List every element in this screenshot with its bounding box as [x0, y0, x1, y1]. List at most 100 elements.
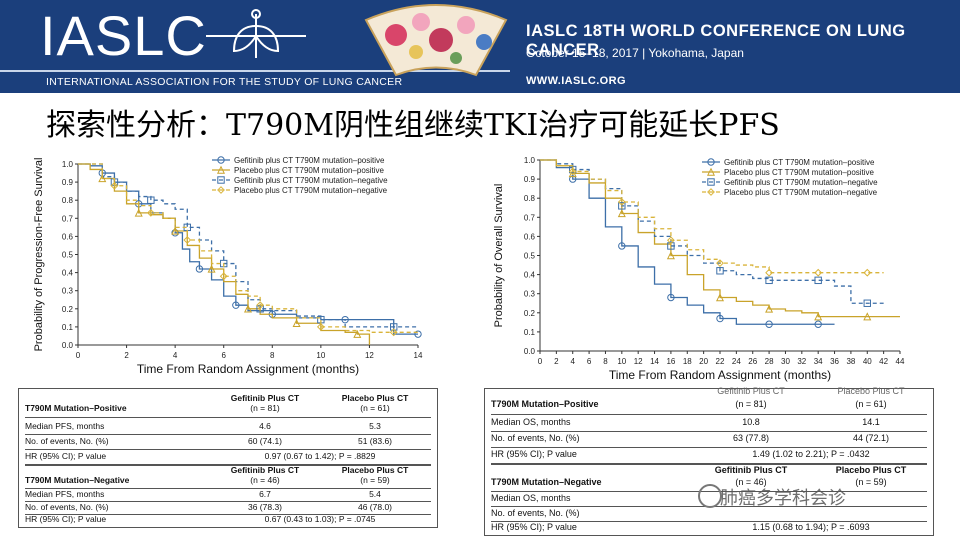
row-label: No. of events, No. (%): [25, 436, 109, 446]
col-n-gefitinib-neg: (n = 46): [735, 477, 767, 487]
x-tick-label: 2: [124, 351, 129, 360]
censor-mark: [765, 320, 773, 328]
x-tick-label: 22: [716, 357, 725, 366]
x-tick-label: 34: [814, 357, 823, 366]
censor-mark: [863, 299, 871, 307]
y-tick-label: 0.5: [62, 251, 74, 260]
hr-label: HR (95% CI); P value: [25, 451, 107, 461]
y-tick-label: 0.7: [62, 214, 74, 223]
censor-mark: [110, 181, 119, 190]
censor-mark: [814, 312, 823, 321]
legend-marker: [707, 158, 715, 166]
y-tick-label: 0.3: [524, 290, 536, 299]
y-tick-label: 0.8: [62, 196, 74, 205]
hr-label: HR (95% CI); P value: [491, 449, 577, 459]
lung-emblem-icon: [206, 9, 306, 58]
y-tick-label: 0.5: [524, 252, 536, 261]
watermark-text: 肺癌多学科会诊: [720, 488, 846, 509]
censor-mark: [134, 208, 143, 217]
col-n-placebo-pos: (n = 61): [855, 399, 887, 409]
y-tick-label: 0.4: [524, 271, 536, 280]
pfs-kaplan-meier-chart: 0.0 0.1 0.2 0.3 0.4 0.5 0.6 0.7 0.8 0.9 1.0 0 2 4 6 8 10…: [33, 156, 423, 376]
y-axis-label: Probability of Overall Survival: [493, 184, 505, 328]
censor-mark: [765, 268, 773, 277]
x-tick-label: 0: [538, 357, 543, 366]
censor-mark: [814, 268, 823, 277]
censor-mark: [716, 259, 724, 268]
y-tick-label: 0.3: [62, 287, 74, 296]
censor-mark: [414, 330, 422, 338]
row-value: 36 (78.3): [247, 502, 283, 512]
y-tick-label: 0.1: [62, 323, 74, 332]
censor-mark: [147, 196, 155, 204]
censor-mark: [207, 264, 216, 273]
x-tick-label: 10: [316, 351, 325, 360]
legend-marker: [707, 188, 715, 196]
y-axis-label: Probability of Progression-Free Survival: [33, 158, 45, 352]
row-value: 46 (78.0): [357, 502, 393, 512]
positive-heading: T790M Mutation–Positive: [491, 399, 599, 409]
y-tick-label: 0.9: [62, 178, 74, 187]
legend-label: Gefitinib plus CT T790M mutation–positiv…: [234, 156, 385, 165]
col-header-placebo-pos: Placebo Plus CT: [341, 393, 409, 403]
legend-label: Gefitinib plus CT T790M mutation–negativ…: [724, 178, 878, 187]
slide-title: 探索性分析：T790M阴性组继续TKI治疗可能延长PFS: [46, 108, 780, 143]
censor-mark: [618, 202, 626, 210]
row-value: 6.7: [259, 489, 271, 499]
y-tick-label: 1.0: [524, 156, 536, 165]
censor-mark: [716, 314, 724, 323]
x-tick-label: 16: [666, 357, 675, 366]
conference-dates: October 15–18, 2017 | Yokohama, Japan: [526, 46, 744, 60]
x-tick-label: 8: [603, 357, 608, 366]
os-kaplan-meier-chart: 0.00.10.20.30.40.50.60.70.80.91.00 2 4 6 8 10…: [493, 156, 905, 382]
legend-marker: [217, 176, 225, 184]
censor-mark: [568, 167, 577, 176]
row-label: No. of events, No. (%): [491, 433, 580, 443]
series-line: [540, 159, 884, 274]
censor-mark: [617, 198, 626, 206]
y-tick-label: 0.0: [62, 341, 74, 350]
legend-marker: [706, 167, 716, 176]
x-tick-label: 4: [571, 357, 576, 366]
negative-heading: T790M Mutation–Negative: [25, 475, 130, 485]
legend-marker: [217, 186, 225, 194]
hr-label: HR (95% CI); P value: [491, 522, 577, 532]
org-name: INTERNATIONAL ASSOCIATION FOR THE STUDY …: [46, 76, 403, 88]
censor-mark: [316, 322, 325, 331]
y-tick-label: 0.2: [62, 305, 74, 314]
x-tick-label: 8: [270, 351, 275, 360]
censor-mark: [863, 268, 872, 277]
os-results-table: Gefitinib Plus CT Placebo Plus CT T790M …: [484, 386, 934, 536]
legend-label: Placebo plus CT T790M mutation–negative: [234, 186, 388, 195]
censor-mark: [171, 226, 180, 235]
x-tick-label: 32: [797, 357, 806, 366]
y-tick-label: 0.6: [524, 232, 536, 241]
censor-mark: [617, 209, 626, 218]
censor-mark: [667, 293, 675, 302]
pfs-results-table: Gefitinib Plus CT Placebo Plus CT T790M …: [18, 388, 438, 528]
series-line: [540, 159, 900, 318]
legend-label: Gefitinib plus CT T790M mutation–positiv…: [724, 158, 875, 167]
iaslc-logo-text: IASLC: [40, 4, 207, 67]
censor-mark: [667, 236, 675, 245]
hr-value: 1.15 (0.68 to 1.94); P = .6093: [752, 522, 870, 532]
row-label: Median OS, months: [491, 493, 571, 503]
x-tick-label: 4: [173, 351, 178, 360]
col-n-placebo-neg: (n = 59): [855, 477, 887, 487]
row-value: 10.8: [742, 417, 760, 427]
y-tick-label: 0.4: [62, 269, 74, 278]
legend-marker: [707, 178, 715, 186]
col-n-gefitinib-pos: (n = 81): [735, 399, 767, 409]
x-tick-label: 20: [699, 357, 708, 366]
row-value: 5.4: [369, 489, 381, 499]
row-label: No. of events, No. (%): [25, 502, 109, 512]
row-label: Median PFS, months: [25, 489, 105, 499]
legend-label: Gefitinib plus CT T790M mutation–negativ…: [234, 176, 388, 185]
x-tick-label: 14: [414, 351, 423, 360]
legend-label: Placebo plus CT T790M mutation–positive: [234, 166, 385, 175]
legend-label: Placebo plus CT T790M mutation–negative: [724, 188, 878, 197]
x-tick-label: 2: [554, 357, 559, 366]
x-tick-label: 12: [365, 351, 374, 360]
col-header-gefitinib-pos: Gefitinib Plus CT: [230, 393, 300, 403]
col-n-gefitinib-neg: (n = 46): [250, 475, 280, 485]
